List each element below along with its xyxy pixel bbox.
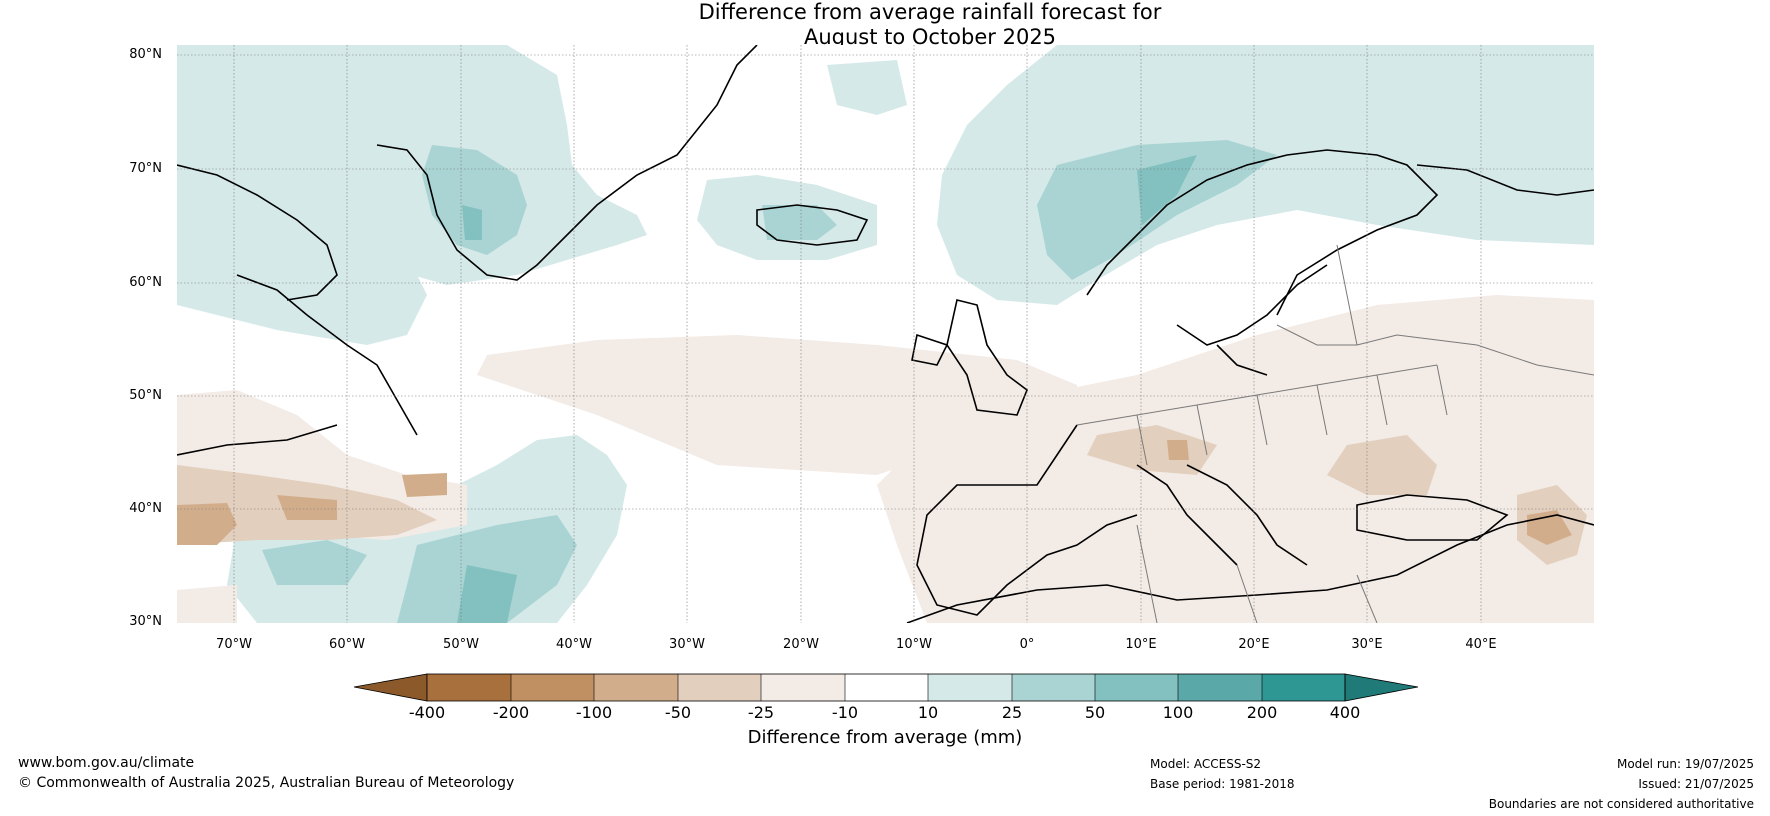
coast-british-isles (911, 299, 1028, 416)
lon-label-40e: 40°E (1465, 637, 1497, 652)
colorbar-tick-neg25: -25 (747, 703, 775, 722)
wet-region-greenland-west (177, 45, 647, 285)
wetter-regions (177, 45, 1594, 623)
colorbar-tick-400: 400 (1329, 703, 1361, 722)
coast-iberia-france (916, 424, 1138, 616)
dry-region-caucasus-core (1167, 440, 1572, 545)
lon-label-10w: 10°W (896, 637, 932, 652)
colorbar-seg-4 (678, 674, 761, 701)
wet-region-greenland-core (422, 145, 527, 255)
colorbar-tick-25: 25 (1001, 703, 1023, 722)
colorbar-seg-5 (761, 674, 845, 701)
title-line-1: Difference from average rainfall forecas… (698, 0, 1162, 24)
wet-region-atlantic-dark (457, 565, 517, 623)
lat-label-80n: 80°N (129, 47, 162, 62)
lat-label-40n: 40°N (129, 501, 162, 516)
colorbar-tick-neg100: -100 (575, 703, 613, 722)
wet-region-greenland-dark (462, 205, 482, 240)
coast-mediterranean (906, 514, 1594, 623)
borders-europe (1076, 244, 1594, 466)
colorbar-seg-8 (1012, 674, 1095, 701)
dry-region-us-dark (177, 473, 447, 545)
wet-region-iceland-core (762, 205, 837, 240)
colorbar-tick-neg50: -50 (664, 703, 692, 722)
colorbar-seg-7 (928, 674, 1012, 701)
wet-region-norway-dark (1137, 155, 1197, 225)
coast-baltic (1176, 264, 1328, 376)
lat-label-70n: 70°N (129, 161, 162, 176)
colorbar-seg-2 (511, 674, 594, 701)
lon-label-10e: 10°E (1125, 637, 1157, 652)
colorbar-seg-9 (1095, 674, 1178, 701)
footer-base-period: Base period: 1981-2018 (1150, 777, 1295, 791)
lat-label-30n: 30°N (129, 614, 162, 629)
footer-website: www.bom.gov.au/climate (18, 755, 195, 771)
footer-disclaimer: Boundaries are not considered authoritat… (1488, 797, 1754, 811)
coastlines (177, 45, 1594, 623)
lon-label-0: 0° (1019, 637, 1035, 652)
colorbar-tick-10: 10 (917, 703, 939, 722)
coast-greenland (177, 45, 758, 301)
colorbar-tick-neg10: -10 (831, 703, 859, 722)
colorbar-tick-200: 200 (1246, 703, 1278, 722)
colorbar-seg-1 (427, 674, 511, 701)
colorbar-seg-11 (1262, 674, 1345, 701)
coast-iceland (756, 204, 869, 246)
lon-label-60w: 60°W (329, 637, 365, 652)
lat-label-50n: 50°N (129, 388, 162, 403)
map-canvas (177, 45, 1594, 623)
lon-label-30w: 30°W (669, 637, 705, 652)
colorbar-seg-3 (594, 674, 678, 701)
coast-labrador (177, 274, 418, 456)
dry-region-europe-core (1087, 425, 1587, 565)
map-title: Difference from average rainfall forecas… (600, 0, 1260, 50)
colorbar-seg-0 (353, 673, 428, 702)
drier-regions (177, 295, 1594, 623)
lat-label-60n: 60°N (129, 275, 162, 290)
graticule (177, 45, 1594, 623)
wet-region-svalbard-norway (937, 45, 1594, 305)
coast-black-sea (1356, 494, 1509, 541)
lon-label-70w: 70°W (216, 637, 252, 652)
footer-issued: Issued: 21/07/2025 (1638, 777, 1754, 791)
lon-label-40w: 40°W (556, 637, 592, 652)
colorbar-dividers (510, 674, 1263, 701)
footer-copyright: © Commonwealth of Australia 2025, Austra… (18, 775, 515, 791)
footer-model: Model: ACCESS-S2 (1150, 757, 1262, 771)
wet-region-arctic (827, 60, 907, 115)
colorbar-seg-12 (1344, 673, 1419, 702)
rainfall-map (177, 45, 1594, 623)
footer-model-run: Model run: 19/07/2025 (1616, 757, 1754, 771)
lon-label-30e: 30°E (1351, 637, 1383, 652)
colorbar-outline (426, 673, 1346, 702)
coast-russia-north (1416, 164, 1594, 196)
coast-norway (1086, 149, 1439, 316)
lon-label-20e: 20°E (1238, 637, 1270, 652)
lon-label-50w: 50°W (443, 637, 479, 652)
dry-region-europe (877, 295, 1594, 623)
lon-label-20w: 20°W (783, 637, 819, 652)
country-borders (1076, 244, 1594, 623)
colorbar-tick-neg200: -200 (492, 703, 530, 722)
colorbar-tick-neg400: -400 (408, 703, 446, 722)
colorbar-label: Difference from average (mm) (747, 727, 1023, 748)
colorbar-seg-6 (845, 674, 928, 701)
coast-italy-balkans (1136, 464, 1308, 566)
colorbar-tick-50: 50 (1084, 703, 1106, 722)
colorbar-seg-10 (1178, 674, 1262, 701)
colorbar-tick-100: 100 (1162, 703, 1194, 722)
